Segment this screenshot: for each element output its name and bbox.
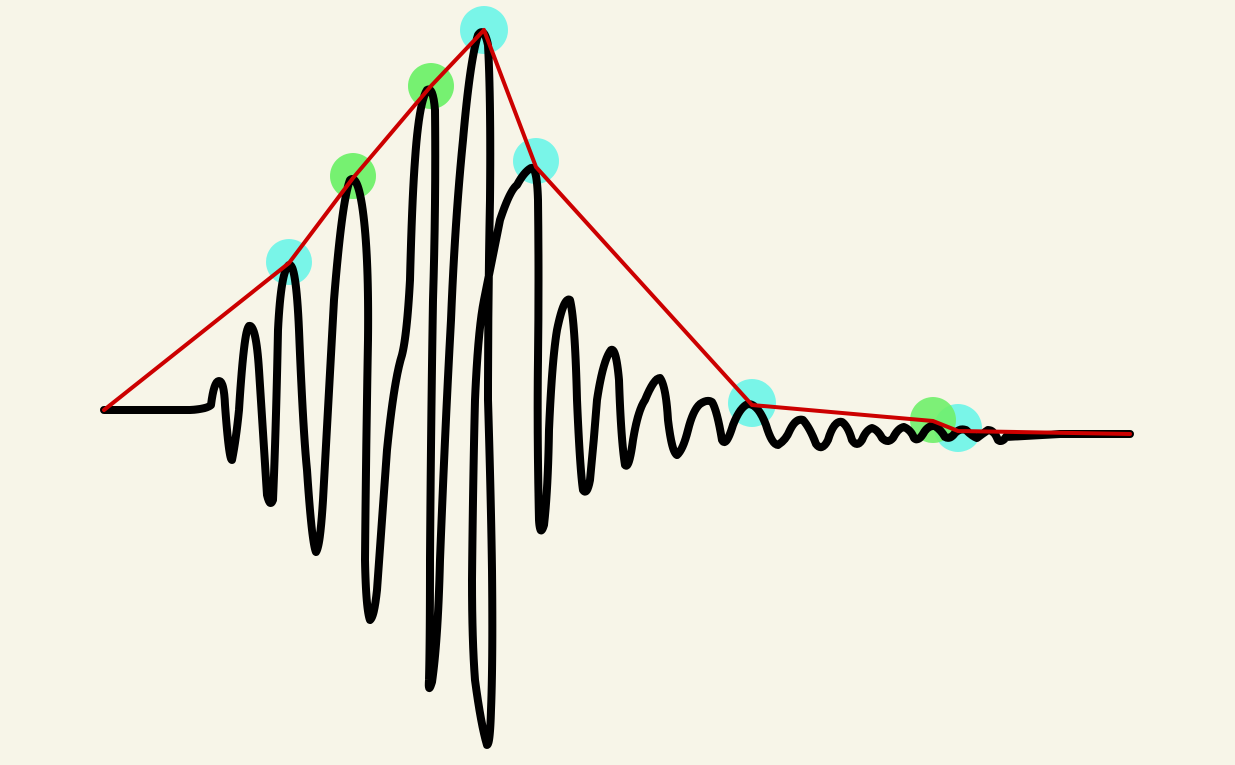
waveform-line xyxy=(100,28,1134,749)
envelope-line xyxy=(102,28,1132,436)
